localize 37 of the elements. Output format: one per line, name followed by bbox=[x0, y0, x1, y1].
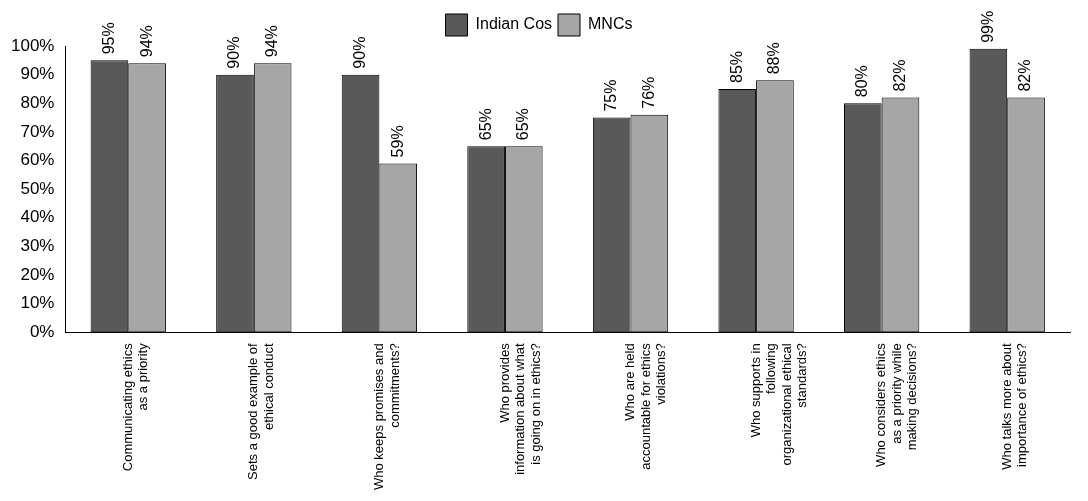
text: 90% bbox=[350, 36, 368, 69]
text: 80% bbox=[853, 65, 871, 98]
legend-label: MNCs bbox=[588, 15, 633, 33]
x-tick-label: Who are held accountable for ethics violations? bbox=[622, 342, 669, 470]
y-tick-label: 30% bbox=[20, 236, 55, 256]
y-tick-label: 10% bbox=[20, 293, 55, 313]
y-tick-label: 0% bbox=[29, 322, 55, 342]
text: 99% bbox=[978, 10, 996, 43]
legend-label: Indian Cos bbox=[475, 15, 553, 33]
text: 82% bbox=[1016, 59, 1034, 92]
y-tick-label: 80% bbox=[20, 92, 55, 112]
text: 65% bbox=[476, 108, 494, 141]
x-tick-label: Communicating ethics as a priority bbox=[119, 342, 151, 472]
x-tick-label: Who provides information about what is going on in ethics? bbox=[496, 342, 543, 475]
x-tick-label: Who keeps promises and commitments? bbox=[370, 343, 402, 491]
y-tick-label: 40% bbox=[20, 207, 55, 227]
text: 59% bbox=[388, 125, 406, 158]
x-tick-label: Who supports in following organizational ethical standards? bbox=[747, 343, 810, 466]
text: 76% bbox=[639, 76, 657, 109]
text: 94% bbox=[137, 25, 155, 58]
x-tick-label: Who talks more about importance of ethics? bbox=[998, 342, 1030, 470]
x-tick-label: Sets a good example of ethical conduct bbox=[245, 342, 277, 480]
y-tick-label: 60% bbox=[20, 150, 55, 170]
text: 95% bbox=[99, 22, 117, 55]
y-tick-label: 90% bbox=[20, 64, 55, 84]
text: 82% bbox=[890, 59, 908, 92]
text: 90% bbox=[225, 36, 243, 69]
text: 65% bbox=[514, 108, 532, 141]
text: 75% bbox=[602, 79, 620, 112]
y-tick-label: 100% bbox=[11, 35, 55, 55]
y-tick-label: 70% bbox=[20, 121, 55, 141]
y-tick-label: 20% bbox=[20, 264, 55, 284]
text: 94% bbox=[263, 25, 281, 58]
y-tick-label: 50% bbox=[20, 178, 55, 198]
x-tick-label: Who considers ethics as a priority while making decisions? bbox=[873, 342, 920, 467]
text: 85% bbox=[727, 50, 745, 83]
text: 88% bbox=[765, 42, 783, 75]
